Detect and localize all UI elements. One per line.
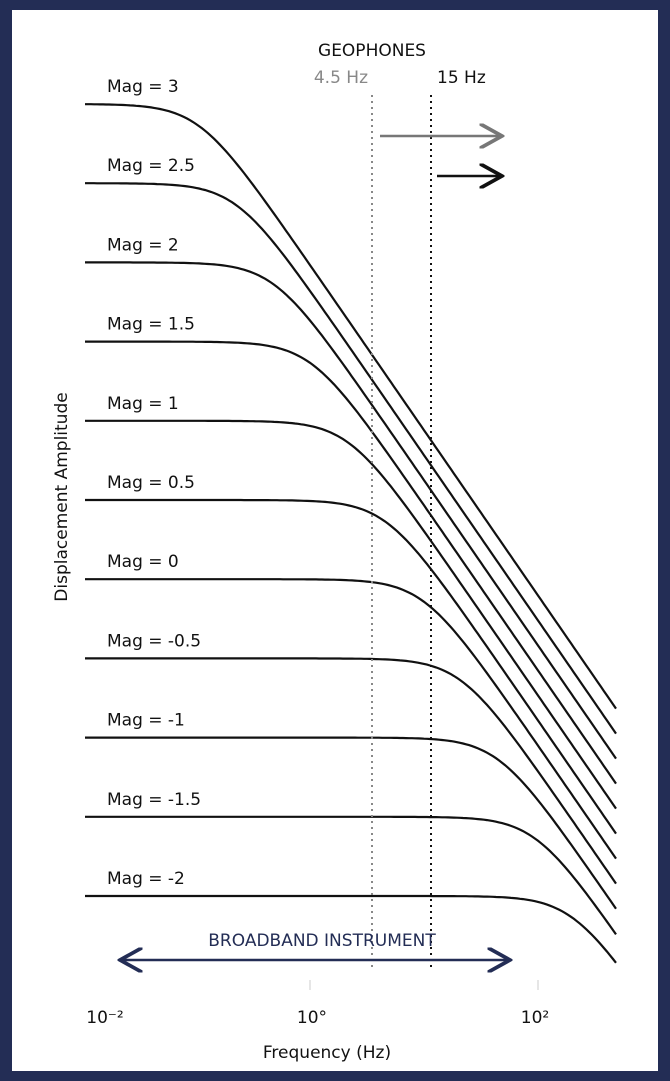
spectrum-curve xyxy=(85,894,617,964)
curve-label: Mag = 1 xyxy=(107,394,179,414)
curve-label: Mag = -2 xyxy=(107,869,185,889)
spectrum-curve xyxy=(85,182,617,735)
curve-label: Mag = -1.5 xyxy=(107,790,201,810)
x-axis-title: Frequency (Hz) xyxy=(263,1043,391,1063)
spectrum-curve xyxy=(85,578,617,860)
curve-label: Mag = 0.5 xyxy=(107,473,195,493)
geophone-high-label: 15 Hz xyxy=(437,68,486,88)
curve-label: Mag = 2.5 xyxy=(107,156,195,176)
x-tick-label: 10⁻² xyxy=(86,1008,123,1028)
y-axis-title: Displacement Amplitude xyxy=(52,392,72,601)
broadband-label: BROADBAND INSTRUMENT xyxy=(208,931,436,951)
spectrum-curve xyxy=(85,736,617,910)
curve-label: Mag = -1 xyxy=(107,711,185,731)
spectrum-curve xyxy=(85,419,617,810)
curve-label: Mag = -0.5 xyxy=(107,631,201,651)
curve-label: Mag = 1.5 xyxy=(107,315,195,335)
spectrum-curve xyxy=(85,340,617,785)
curves: Mag = 3 Mag = 2.5 Mag = 2 Mag = 1.5 Mag = 1 M… xyxy=(85,77,617,964)
curve-label: Mag = 2 xyxy=(107,235,179,255)
x-tick-label: 10° xyxy=(297,1008,327,1028)
spectrum-curve xyxy=(85,657,617,885)
x-tick-label: 10² xyxy=(521,1008,549,1028)
geophone-low-label: 4.5 Hz xyxy=(314,68,368,88)
spectrum-curve xyxy=(85,815,617,936)
spectrum-curve xyxy=(85,261,617,760)
curve-label: Mag = 3 xyxy=(107,77,179,97)
panel xyxy=(12,10,658,1071)
spectrum-curve xyxy=(85,498,617,835)
curve-label: Mag = 0 xyxy=(107,552,179,572)
geophones-title: GEOPHONES xyxy=(318,41,426,61)
spectrum-curve xyxy=(85,103,617,710)
